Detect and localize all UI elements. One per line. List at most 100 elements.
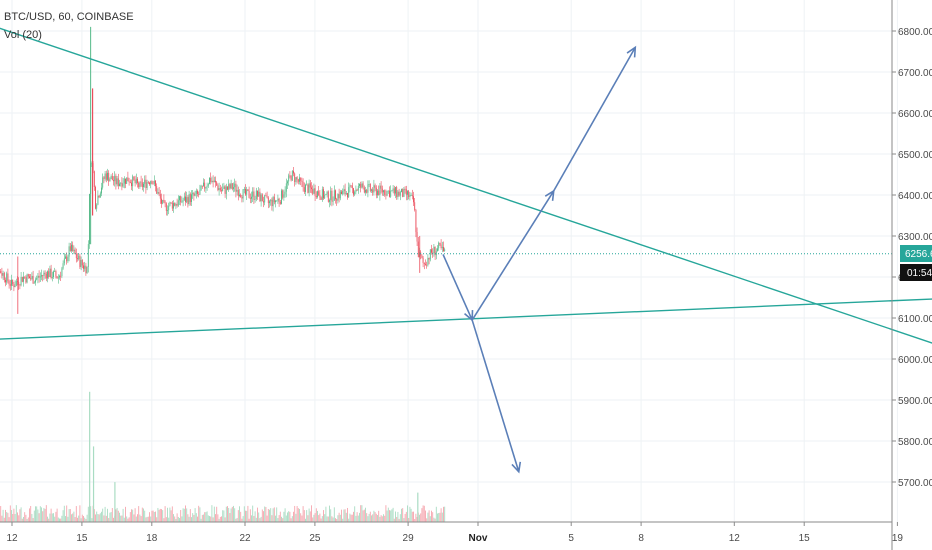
candle-body (439, 242, 441, 245)
volume-bar (441, 512, 443, 522)
volume-bar (393, 518, 395, 522)
candle-body (182, 200, 184, 202)
volume-bar (306, 510, 308, 522)
volume-bar (381, 516, 383, 522)
volume-bar (197, 516, 198, 522)
candle-body (260, 194, 262, 202)
volume-bar (425, 510, 426, 522)
volume-bar (159, 508, 161, 522)
volume-bar (109, 512, 111, 522)
volume-bar (296, 506, 298, 522)
drawings[interactable] (0, 17, 932, 474)
volume-bar (135, 516, 137, 522)
candle-body (55, 271, 57, 277)
candle-body (269, 201, 270, 204)
volume-bar (74, 517, 76, 522)
projection-arrow[interactable] (553, 47, 636, 192)
candle-body (288, 175, 290, 182)
projection-arrow[interactable] (471, 190, 555, 321)
candle-body (330, 190, 332, 201)
candle-body (372, 189, 374, 193)
candle-body (116, 178, 118, 185)
candle-body (53, 271, 54, 278)
candle-body (223, 186, 225, 189)
volume-bar (371, 515, 372, 522)
candle-body (174, 203, 176, 206)
volume-bar (366, 513, 368, 522)
candle-body (314, 188, 316, 196)
candle-body (37, 275, 39, 278)
time-axis[interactable]: 12 15 18 22 25 29 Nov 5 8 12 15 19 (0, 521, 903, 544)
candle-body (14, 285, 16, 288)
candle-body (77, 258, 78, 260)
candle-body (204, 182, 206, 189)
volume-bar (401, 508, 402, 522)
volume-bar (369, 511, 371, 522)
candle-body (302, 181, 304, 188)
volume-bar (25, 514, 27, 522)
volume-bar (383, 514, 384, 522)
candle-body (42, 275, 44, 277)
candle-body (56, 276, 58, 279)
candle-body (2, 273, 4, 276)
candle-body (74, 249, 76, 254)
candle-body (297, 179, 299, 182)
volume-bar (419, 514, 420, 522)
volume-bar (278, 515, 280, 522)
candle-body (258, 191, 260, 197)
candle-body (185, 196, 186, 203)
volume-bar (149, 512, 150, 522)
candle-body (282, 190, 284, 198)
candle-body (103, 177, 105, 179)
descending-trendline[interactable] (0, 17, 932, 355)
candle-body (215, 180, 216, 183)
candle-body (425, 263, 426, 265)
candle-body (139, 181, 141, 188)
volume-bar (321, 516, 323, 522)
volume-bar (357, 515, 359, 522)
volume-bar (62, 510, 64, 522)
volume-bar (224, 517, 226, 522)
volume-bar (69, 509, 71, 522)
volume-bar (210, 516, 212, 522)
candle-body (200, 185, 202, 191)
candle-body (271, 199, 273, 207)
candle-body (235, 183, 237, 192)
volume-legend[interactable]: Vol (20) (4, 29, 42, 41)
ascending-trendline[interactable] (0, 298, 932, 341)
projection-arrow[interactable] (442, 254, 473, 321)
volume-bar (87, 506, 89, 522)
volume-bar (281, 516, 282, 522)
candle-body (236, 189, 238, 192)
candle-body (371, 189, 372, 191)
volume-bar (45, 505, 47, 522)
candle-body (385, 194, 387, 196)
volume-bar (113, 517, 114, 522)
volume-bar (132, 509, 134, 522)
candle-body (128, 181, 130, 183)
projection-arrow[interactable] (471, 319, 520, 472)
volume-bar (429, 516, 431, 522)
symbol-legend[interactable]: BTC/USD, 60, COINBASE (4, 11, 134, 23)
volume-bar (71, 514, 72, 522)
volume-bar (215, 514, 216, 522)
volume-bar (243, 506, 245, 522)
volume-bar (399, 514, 401, 522)
candle-body (180, 196, 182, 203)
candle-body (125, 178, 126, 184)
volume-bar (367, 516, 369, 522)
candle-body (387, 190, 389, 192)
candle-body (96, 204, 98, 209)
candle-body (122, 183, 124, 187)
volume-bar (379, 516, 381, 522)
candle-body (426, 264, 428, 266)
candle-body (289, 175, 291, 177)
candle-body (362, 183, 364, 188)
volume-bar (319, 513, 321, 522)
volume-bar (353, 511, 354, 522)
candle-body (254, 199, 256, 200)
candle-body (335, 190, 336, 200)
candle-body (36, 277, 38, 280)
